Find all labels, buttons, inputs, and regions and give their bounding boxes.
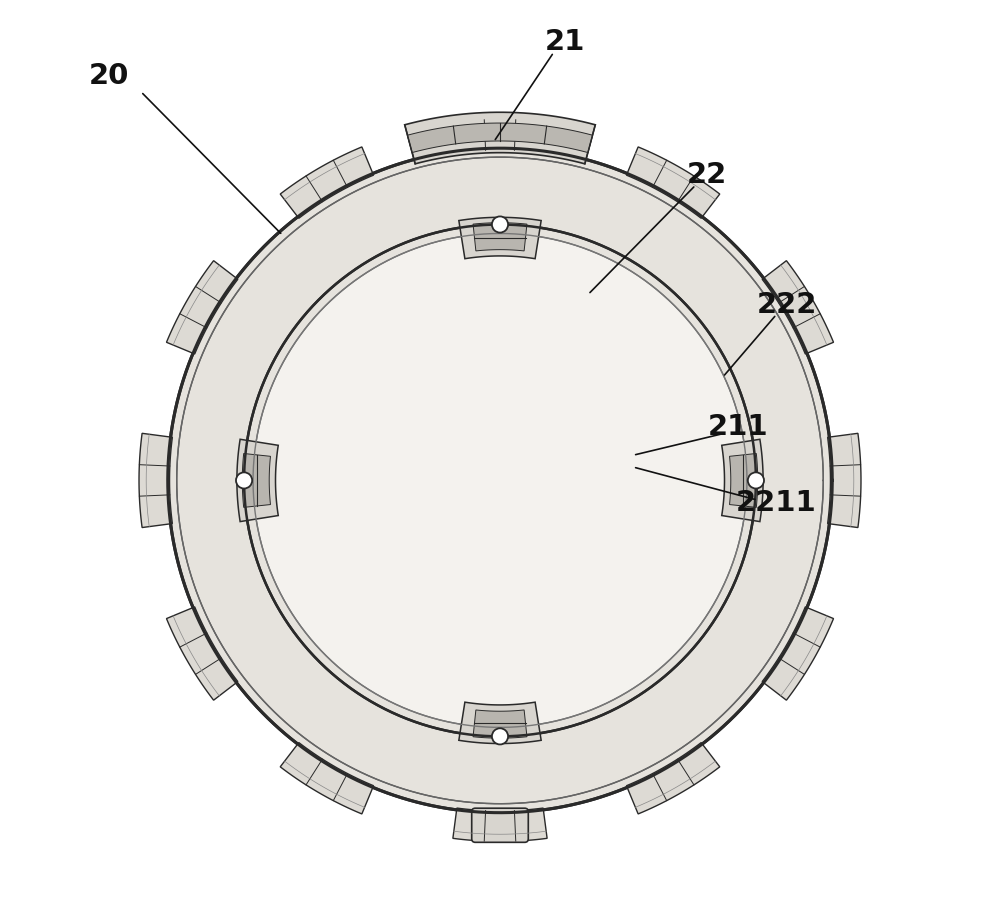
Circle shape xyxy=(748,472,764,489)
Polygon shape xyxy=(166,607,238,700)
Polygon shape xyxy=(459,702,541,744)
FancyBboxPatch shape xyxy=(472,808,528,842)
Text: 222: 222 xyxy=(757,291,818,320)
Polygon shape xyxy=(280,147,374,218)
Polygon shape xyxy=(139,434,172,527)
Polygon shape xyxy=(722,439,763,522)
Text: 2211: 2211 xyxy=(735,489,816,517)
Circle shape xyxy=(253,233,747,727)
Polygon shape xyxy=(459,217,541,259)
Text: 21: 21 xyxy=(544,28,585,57)
Polygon shape xyxy=(237,439,278,522)
Polygon shape xyxy=(280,743,374,814)
Polygon shape xyxy=(405,112,595,163)
Circle shape xyxy=(236,472,252,489)
Polygon shape xyxy=(828,434,861,527)
Polygon shape xyxy=(453,808,547,841)
Polygon shape xyxy=(242,453,270,507)
Polygon shape xyxy=(626,743,720,814)
Polygon shape xyxy=(473,710,527,738)
Polygon shape xyxy=(453,119,547,153)
Polygon shape xyxy=(626,147,720,218)
Polygon shape xyxy=(762,607,834,700)
Circle shape xyxy=(492,216,508,233)
Text: 211: 211 xyxy=(708,412,768,441)
Polygon shape xyxy=(166,260,238,354)
Polygon shape xyxy=(407,123,593,153)
Circle shape xyxy=(163,144,837,817)
Text: 22: 22 xyxy=(686,161,727,189)
Circle shape xyxy=(492,728,508,744)
Polygon shape xyxy=(473,223,527,251)
Polygon shape xyxy=(762,260,834,354)
Text: 20: 20 xyxy=(89,62,130,91)
Polygon shape xyxy=(730,453,758,507)
